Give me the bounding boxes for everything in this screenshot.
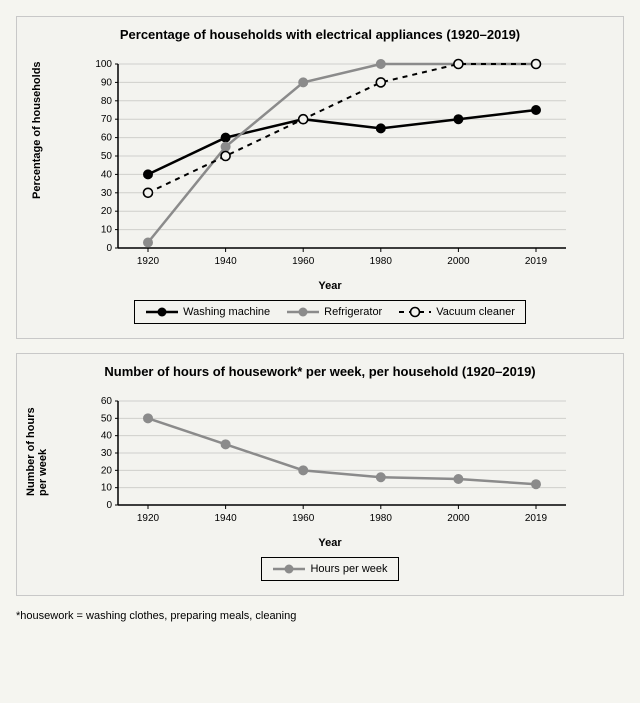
legend-entry: Refrigerator [286, 305, 382, 319]
svg-text:2019: 2019 [525, 513, 548, 524]
svg-text:1940: 1940 [214, 256, 237, 267]
svg-text:1960: 1960 [292, 256, 315, 267]
svg-text:50: 50 [101, 413, 113, 424]
svg-text:0: 0 [106, 500, 112, 511]
chart1-ylabel: Percentage of households [31, 179, 43, 199]
housework-chart: Number of hours of housework* per week, … [16, 353, 624, 596]
svg-text:50: 50 [101, 151, 113, 162]
legend-label: Washing machine [183, 306, 270, 318]
chart2-legend: Hours per week [261, 557, 398, 581]
svg-text:10: 10 [101, 224, 113, 235]
svg-text:100: 100 [95, 59, 112, 70]
svg-text:40: 40 [101, 169, 113, 180]
svg-text:70: 70 [101, 114, 113, 125]
chart2-plot: 0 10 20 30 40 50 60 1920 1940 1960 1980 2000 2019 [80, 391, 580, 531]
svg-text:2000: 2000 [447, 513, 470, 524]
svg-text:90: 90 [101, 77, 113, 88]
svg-text:1920: 1920 [137, 513, 160, 524]
legend-label: Hours per week [310, 563, 387, 575]
legend-label: Refrigerator [324, 306, 382, 318]
svg-text:40: 40 [101, 430, 113, 441]
svg-text:2000: 2000 [447, 256, 470, 267]
svg-text:1940: 1940 [214, 513, 237, 524]
svg-text:2019: 2019 [525, 256, 548, 267]
footnote: *housework = washing clothes, preparing … [16, 610, 624, 622]
svg-text:30: 30 [101, 188, 113, 199]
svg-text:10: 10 [101, 482, 113, 493]
svg-text:60: 60 [101, 396, 113, 407]
chart2-xlabel: Year [318, 537, 341, 549]
svg-text:60: 60 [101, 132, 113, 143]
chart1-plot: 0 10 20 30 40 50 60 70 80 90 100 1920 1940 1960 1980 20… [80, 54, 580, 274]
svg-text:1980: 1980 [370, 256, 393, 267]
svg-text:1980: 1980 [370, 513, 393, 524]
svg-text:1960: 1960 [292, 513, 315, 524]
svg-text:20: 20 [101, 206, 113, 217]
svg-text:80: 80 [101, 96, 113, 107]
svg-text:30: 30 [101, 448, 113, 459]
legend-entry: Hours per week [272, 562, 387, 576]
chart1-title: Percentage of households with electrical… [27, 27, 613, 44]
svg-text:20: 20 [101, 465, 113, 476]
svg-text:1920: 1920 [137, 256, 160, 267]
chart2-title: Number of hours of housework* per week, … [27, 364, 613, 381]
chart2-ylabel: Number of hours per week [25, 476, 49, 496]
svg-text:0: 0 [106, 243, 112, 254]
chart1-xlabel: Year [318, 280, 341, 292]
legend-entry: Washing machine [145, 305, 270, 319]
chart1-legend: Washing machine Refrigerator Vacuum cleane… [134, 300, 526, 324]
legend-entry: Vacuum cleaner [398, 305, 515, 319]
legend-label: Vacuum cleaner [436, 306, 515, 318]
appliances-chart: Percentage of households with electrical… [16, 16, 624, 339]
